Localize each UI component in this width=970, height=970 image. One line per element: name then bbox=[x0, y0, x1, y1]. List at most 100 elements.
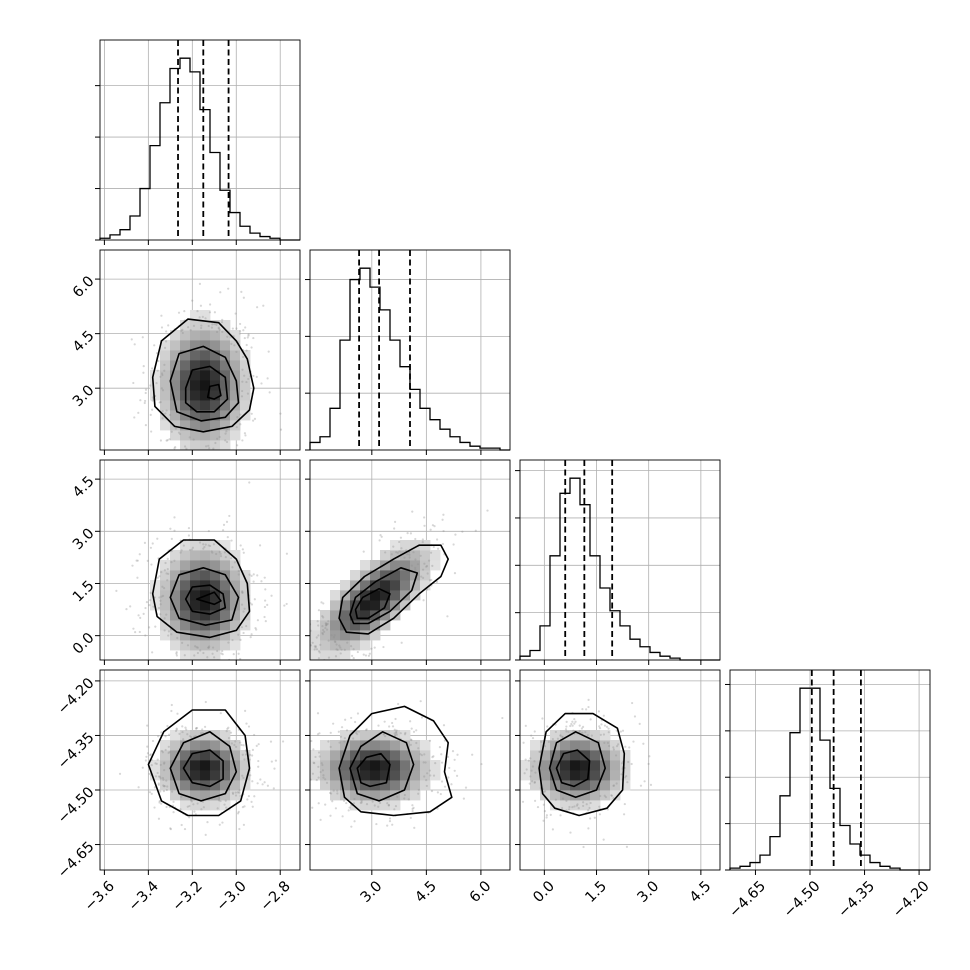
sample-point bbox=[164, 748, 167, 752]
sample-point bbox=[219, 552, 222, 555]
sample-point bbox=[486, 509, 489, 512]
sample-point bbox=[403, 556, 406, 559]
density-cell bbox=[360, 760, 371, 771]
density-cell bbox=[330, 790, 341, 801]
sample-point bbox=[425, 779, 428, 782]
sample-point bbox=[151, 542, 154, 545]
sample-point bbox=[567, 730, 570, 734]
density-cell bbox=[570, 770, 581, 781]
sample-point bbox=[173, 559, 176, 562]
sample-point bbox=[157, 735, 160, 738]
sample-point bbox=[417, 747, 420, 750]
density-cell bbox=[210, 770, 221, 781]
sample-point bbox=[384, 551, 387, 554]
sample-point bbox=[185, 447, 188, 450]
sample-point bbox=[415, 741, 418, 745]
contour-20-2 bbox=[184, 584, 227, 615]
sample-point bbox=[300, 727, 302, 729]
sample-point bbox=[333, 640, 336, 643]
xtick-label: 0.0 bbox=[530, 878, 558, 906]
sample-point bbox=[582, 804, 585, 808]
sample-point bbox=[167, 630, 171, 633]
sample-point bbox=[162, 784, 165, 787]
contour-30-1 bbox=[169, 731, 238, 802]
density-cell bbox=[190, 430, 201, 441]
density-cell bbox=[200, 440, 211, 450]
sample-point bbox=[142, 365, 145, 368]
sample-point bbox=[320, 762, 323, 765]
density-cell bbox=[210, 620, 221, 631]
sample-point bbox=[599, 794, 602, 798]
sample-point bbox=[211, 652, 214, 655]
sample-point bbox=[420, 716, 424, 719]
density-cell bbox=[170, 740, 181, 751]
density-cell bbox=[340, 580, 351, 591]
sample-point bbox=[632, 740, 635, 743]
density-cell bbox=[180, 570, 191, 581]
sample-point bbox=[132, 627, 135, 630]
density-cell bbox=[200, 560, 211, 571]
sample-point bbox=[215, 323, 218, 326]
density-cell bbox=[380, 610, 391, 621]
density-cell bbox=[600, 780, 611, 791]
density-cell bbox=[160, 410, 171, 421]
sample-point bbox=[279, 428, 283, 431]
density-cell bbox=[180, 580, 191, 591]
sample-point bbox=[356, 712, 360, 715]
hist-frame-3 bbox=[729, 669, 931, 871]
sample-point bbox=[183, 654, 186, 657]
sample-point bbox=[202, 547, 205, 550]
sample-point bbox=[168, 733, 171, 736]
density-cell bbox=[360, 600, 371, 611]
sample-point bbox=[638, 722, 641, 725]
density-cell bbox=[180, 590, 191, 601]
sample-point bbox=[344, 673, 346, 675]
sample-point bbox=[199, 304, 203, 307]
sample-point bbox=[221, 653, 224, 656]
density-cell bbox=[360, 770, 371, 781]
density-cell bbox=[230, 370, 241, 381]
sample-point bbox=[260, 580, 263, 583]
sample-point bbox=[567, 808, 571, 811]
density-cell bbox=[180, 740, 191, 751]
sample-point bbox=[614, 754, 618, 757]
sample-point bbox=[243, 758, 246, 761]
density-cell bbox=[230, 340, 241, 351]
sample-point bbox=[531, 765, 535, 768]
density-cell bbox=[380, 730, 391, 741]
sample-point bbox=[182, 738, 185, 741]
sample-point bbox=[172, 800, 175, 803]
sample-point bbox=[285, 602, 288, 606]
sample-point bbox=[137, 411, 140, 414]
sample-point bbox=[185, 728, 188, 731]
histogram-1 bbox=[309, 267, 510, 451]
density-cell bbox=[160, 350, 171, 361]
sample-point bbox=[151, 408, 154, 411]
density-cell bbox=[160, 560, 171, 571]
sample-point bbox=[312, 748, 315, 751]
sample-point bbox=[324, 626, 327, 630]
sample-point bbox=[630, 762, 633, 766]
contour-20-0 bbox=[151, 539, 251, 639]
density-cell bbox=[160, 340, 171, 351]
sample-point bbox=[133, 416, 136, 419]
sample-point bbox=[183, 445, 187, 448]
density-cell bbox=[180, 420, 191, 431]
sample-point bbox=[169, 527, 172, 530]
hist-frame-1 bbox=[309, 249, 511, 451]
sample-point bbox=[166, 724, 169, 728]
sample-point bbox=[453, 572, 457, 575]
density-cell bbox=[170, 790, 181, 801]
density-cell bbox=[360, 630, 371, 641]
density-cell bbox=[590, 730, 601, 741]
sample-point bbox=[590, 734, 593, 737]
density-cell bbox=[220, 380, 231, 391]
histogram-0 bbox=[99, 57, 300, 241]
sample-point bbox=[406, 532, 409, 535]
sample-point bbox=[157, 775, 161, 778]
density-cell bbox=[190, 350, 201, 361]
sample-point bbox=[175, 728, 178, 731]
sample-point bbox=[428, 579, 432, 582]
sample-point bbox=[625, 845, 629, 848]
sample-point bbox=[224, 799, 227, 802]
